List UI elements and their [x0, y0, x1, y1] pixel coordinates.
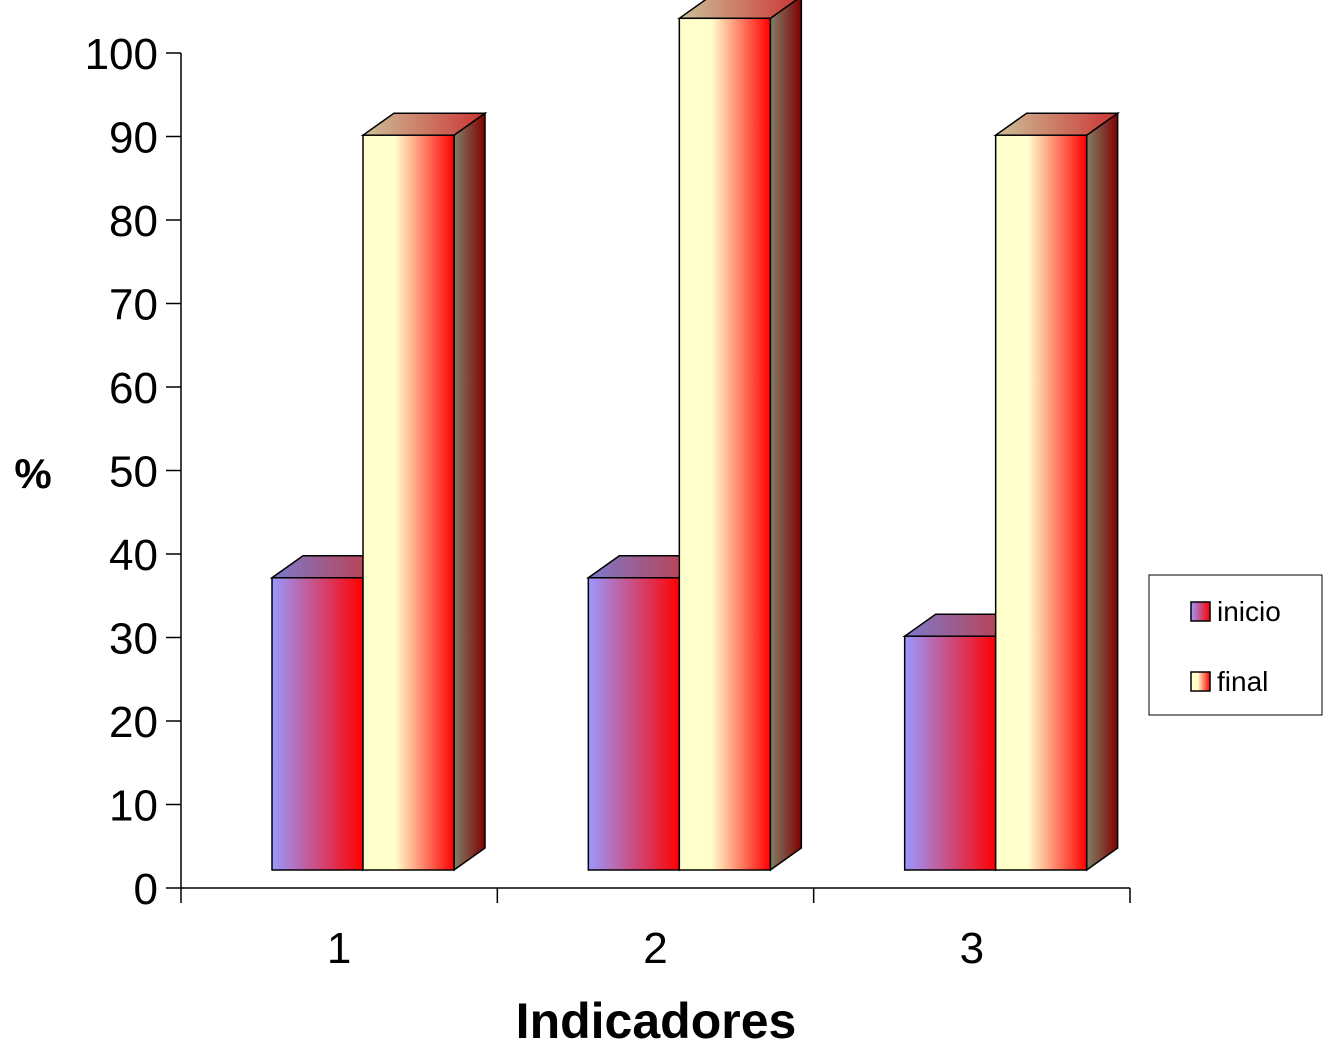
y-tick-label: 0	[134, 865, 158, 914]
y-tick-label: 10	[109, 782, 158, 831]
legend-label-inicio: inicio	[1217, 596, 1281, 627]
x-axis-title: Indicadores	[516, 993, 797, 1046]
y-axis-title: %	[14, 450, 51, 497]
y-axis-ticks: 0 10 20 30 40 50 60 70 80 90 100	[85, 30, 181, 914]
legend-swatch-final	[1190, 671, 1211, 692]
bar-side-face	[769, 0, 803, 872]
bar-final-3	[993, 111, 1121, 872]
legend-box	[1148, 574, 1323, 716]
x-tick-label: 1	[327, 924, 351, 973]
bar-side-face	[1085, 111, 1119, 872]
bar-front-face	[362, 134, 455, 871]
legend-label-final: final	[1217, 666, 1268, 697]
y-tick-label: 100	[85, 30, 158, 79]
bar-front-face	[903, 635, 997, 871]
x-axis-ticks: 1 2 3	[180, 888, 1131, 973]
legend: inicio final	[1148, 574, 1323, 716]
y-tick-label: 90	[109, 114, 158, 163]
legend-swatch-inicio	[1190, 601, 1211, 622]
y-tick-label: 80	[109, 197, 158, 246]
bar-front-face	[271, 577, 364, 871]
y-tick-label: 50	[109, 448, 158, 497]
y-tick-label: 40	[109, 531, 158, 580]
bar-final-2	[676, 0, 803, 872]
bar-front-face	[994, 134, 1088, 871]
bar-final-1	[360, 111, 488, 872]
y-tick-label: 30	[109, 615, 158, 664]
x-tick-label: 2	[643, 924, 667, 973]
bar-side-face	[453, 111, 486, 872]
x-tick-label: 3	[960, 924, 984, 973]
y-tick-label: 70	[109, 281, 158, 330]
bar-front-face	[678, 17, 772, 871]
y-tick-label: 60	[109, 364, 158, 413]
bars	[269, 0, 1121, 872]
bar-front-face	[587, 577, 681, 871]
y-tick-label: 20	[109, 698, 158, 747]
